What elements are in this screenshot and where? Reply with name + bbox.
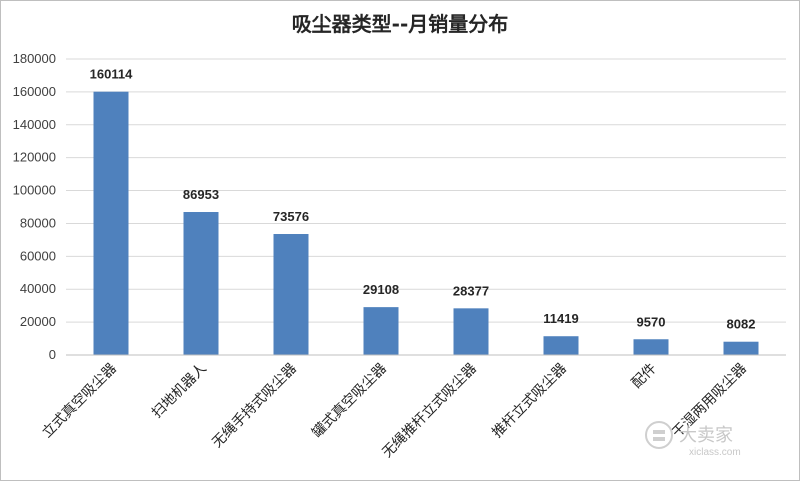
data-label: 160114 [90, 67, 133, 82]
y-axis-ticks: 0 20000 40000 60000 80000 100000 120000 140000 1… [13, 51, 56, 362]
y-tick-label: 140000 [13, 117, 56, 132]
gridlines [66, 58, 786, 323]
y-tick-label: 80000 [20, 215, 56, 230]
x-tick-label: 扫地机器人 [149, 361, 210, 422]
x-tick-label: 罐式真空吸尘器 [309, 361, 390, 442]
y-tick-label: 0 [49, 347, 56, 362]
x-tick-label: 配件 [629, 361, 660, 392]
data-labels: 160114 86953 73576 29108 28377 11419 9570 8082 [90, 67, 756, 332]
bar [453, 308, 489, 355]
data-label: 28377 [453, 283, 489, 298]
x-tick-label: 推杆立式吸尘器 [489, 361, 570, 442]
bar [93, 91, 129, 356]
bars [93, 91, 759, 356]
x-tick-label: 立式真空吸尘器 [39, 361, 120, 442]
y-tick-label: 100000 [13, 183, 56, 198]
y-tick-label: 40000 [20, 281, 56, 296]
y-tick-label: 160000 [13, 84, 56, 99]
bar [183, 212, 219, 355]
data-label: 11419 [543, 311, 578, 326]
bar [543, 336, 579, 355]
x-tick-label: 无绳推杆立式吸尘器 [379, 361, 479, 461]
y-tick-label: 180000 [13, 51, 56, 66]
watermark-text: 大卖家 [679, 425, 733, 446]
bar [363, 307, 399, 355]
y-tick-label: 60000 [20, 248, 56, 263]
bar [633, 339, 669, 355]
data-label: 86953 [183, 187, 219, 202]
data-label: 73576 [273, 209, 309, 224]
bar [723, 341, 759, 355]
chart-title: 吸尘器类型--月销量分布 [292, 12, 509, 36]
y-tick-label: 20000 [20, 314, 56, 329]
data-label: 29108 [363, 282, 399, 297]
data-label: 9570 [637, 314, 666, 329]
watermark-subtext: xiclass.com [689, 447, 741, 458]
data-label: 8082 [727, 317, 756, 332]
x-tick-label: 无绳手持式吸尘器 [209, 361, 300, 452]
bar [273, 234, 309, 355]
watermark: 大卖家 xiclass.com [645, 421, 741, 458]
y-tick-label: 120000 [13, 150, 56, 165]
watermark-logo-icon [645, 421, 673, 449]
